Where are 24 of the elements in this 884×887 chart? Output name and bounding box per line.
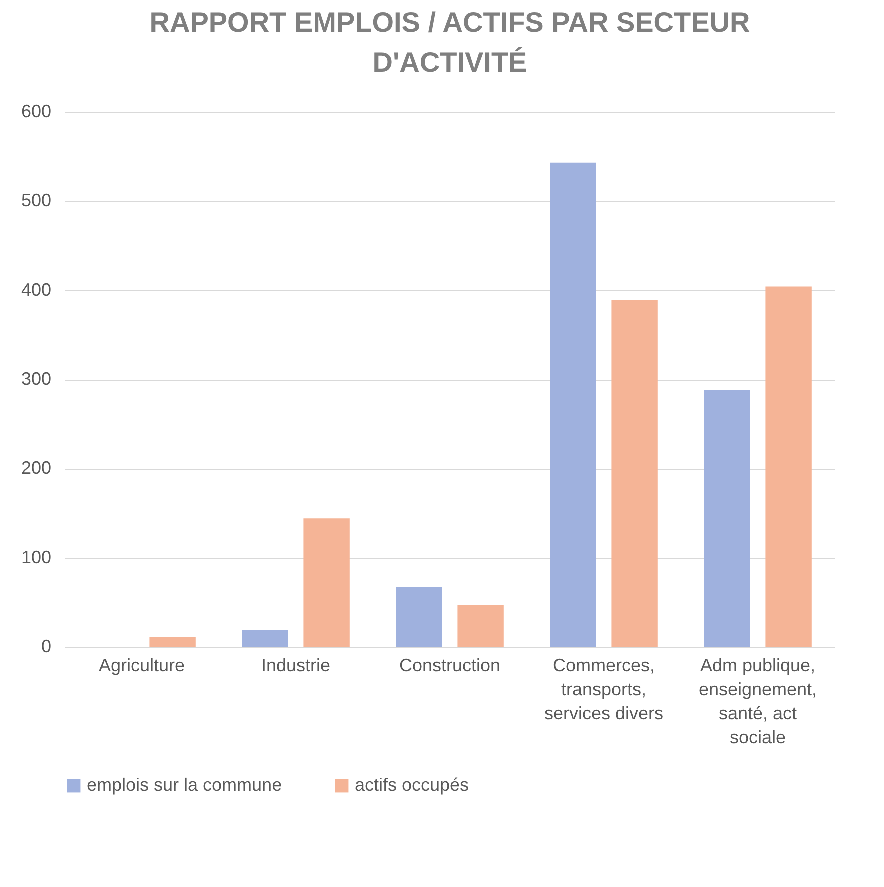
x-tick-label: Construction — [399, 656, 501, 676]
x-tick-label: Adm publique, enseignement, santé, act sociale — [698, 656, 818, 748]
bar — [304, 518, 350, 647]
x-tick-label: Commerces, transports, services divers — [544, 656, 664, 724]
x-tick-label: Industrie — [261, 656, 331, 676]
y-tick-label: 100 — [21, 547, 52, 568]
bar — [242, 630, 288, 647]
bar — [550, 162, 596, 647]
y-tick-label: 200 — [21, 458, 52, 478]
chart-title: RAPPORT EMPLOIS / ACTIFS PAR SECTEUR D'ACTIVITÉ — [150, 7, 750, 78]
legend-label: emplois sur la commune — [87, 775, 282, 795]
y-tick-label: 600 — [21, 102, 52, 122]
y-tick-label: 500 — [21, 190, 52, 211]
bar — [612, 300, 658, 647]
x-tick-label: Agriculture — [98, 656, 186, 676]
bar — [396, 587, 442, 647]
y-tick-label: 0 — [41, 636, 52, 656]
y-tick-label: 300 — [21, 369, 52, 389]
legend-label: actifs occupés — [355, 775, 470, 795]
bar — [766, 286, 812, 647]
bar — [704, 390, 750, 647]
bar — [458, 605, 504, 647]
bar — [150, 637, 196, 647]
y-tick-label: 400 — [21, 280, 52, 300]
